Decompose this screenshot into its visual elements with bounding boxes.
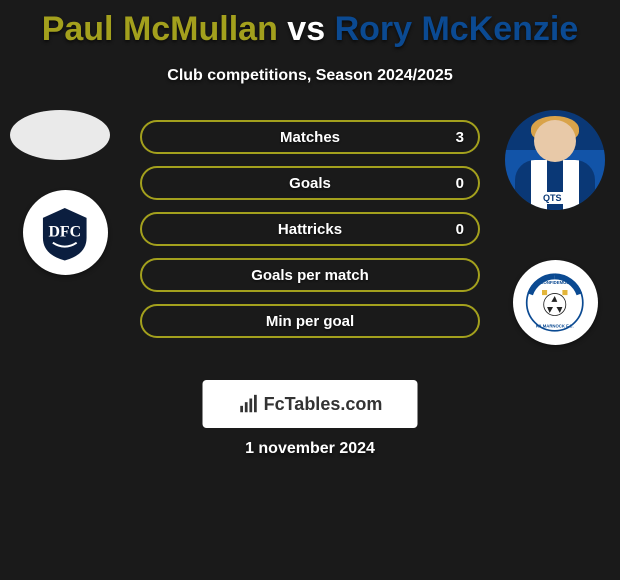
subtitle: Club competitions, Season 2024/2025 [0, 67, 620, 85]
stat-label: Min per goal [266, 313, 354, 330]
stat-label: Goals [289, 175, 331, 192]
club1-badge: DFC [23, 190, 108, 275]
svg-text:DFC: DFC [49, 223, 82, 240]
stat-bar-hattricks: Hattricks 0 [140, 212, 480, 246]
footer-date: 1 november 2024 [0, 440, 620, 458]
stat-right-value: 0 [456, 175, 464, 192]
stat-bar-goals: Goals 0 [140, 166, 480, 200]
stat-right-value: 0 [456, 221, 464, 238]
stat-bar-mpg: Min per goal [140, 304, 480, 338]
footer-site-text: FcTables.com [264, 394, 383, 415]
stat-right-value: 3 [456, 129, 464, 146]
page-title: Paul McMullan vs Rory McKenzie [0, 0, 620, 49]
svg-text:KILMARNOCK F.C.: KILMARNOCK F.C. [536, 323, 574, 328]
stat-label: Hattricks [278, 221, 342, 238]
player2-sponsor: QTS [539, 192, 566, 204]
chart-icon [238, 393, 260, 415]
stats-bars: Matches 3 Goals 0 Hattricks 0 Goals per … [140, 120, 480, 350]
player1-avatar [10, 110, 110, 160]
player2-name: Rory McKenzie [335, 10, 579, 48]
svg-text:CONFIDEMUS: CONFIDEMUS [541, 280, 570, 285]
stat-bar-matches: Matches 3 [140, 120, 480, 154]
footer-site-badge: FcTables.com [203, 380, 418, 428]
player1-name: Paul McMullan [42, 10, 278, 48]
club2-badge: CONFIDEMUS KILMARNOCK F.C. [513, 260, 598, 345]
left-column: DFC [10, 110, 120, 275]
stat-label: Matches [280, 129, 340, 146]
right-column: QTS CONFIDEMUS KILMARNOCK F.C. [500, 110, 610, 345]
vs-text: vs [278, 10, 335, 48]
player2-avatar: QTS [505, 110, 605, 210]
stat-bar-gpm: Goals per match [140, 258, 480, 292]
stat-label: Goals per match [251, 267, 369, 284]
